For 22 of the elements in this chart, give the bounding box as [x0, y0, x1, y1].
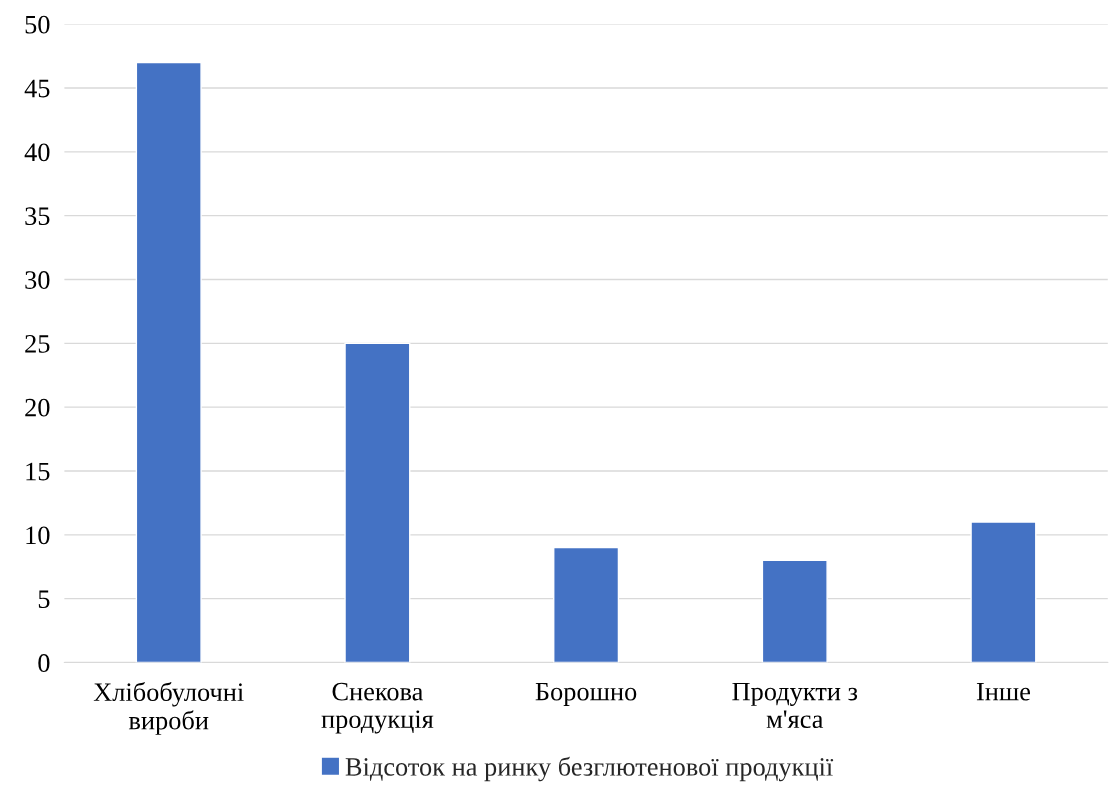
y-tick-label: 5	[38, 590, 50, 609]
x-tick-label: Хлібобулочні вироби	[93, 681, 244, 735]
x-tick-label: Борошно	[535, 682, 637, 706]
bar	[553, 546, 620, 663]
y-tick-label: 35	[25, 207, 50, 226]
y-tick-label: 50	[25, 15, 50, 34]
x-tick-label: Інше	[976, 682, 1030, 701]
y-tick-label: 45	[24, 79, 50, 98]
x-tick-label: Продукти з м'яса	[732, 682, 858, 729]
y-tick-label: 15	[26, 462, 50, 481]
y-tick-label: 10	[26, 526, 50, 545]
y-tick-label: 30	[25, 271, 50, 289]
y-tick-label: 40	[24, 143, 50, 162]
bar	[761, 559, 828, 663]
y-tick-label: 0	[38, 654, 50, 672]
y-tick-label: 20	[25, 398, 50, 417]
bar	[135, 61, 202, 663]
y-tick-label: 25	[25, 335, 50, 353]
x-tick-label: Снекова продукція	[321, 682, 434, 734]
bar	[970, 521, 1037, 663]
legend-label: Відсоток на ринку безглютенової продукції	[345, 756, 834, 782]
bar	[344, 342, 411, 663]
